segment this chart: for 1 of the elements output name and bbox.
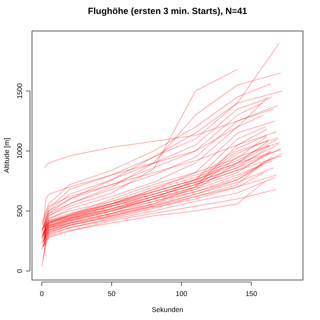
chart-title: Flughöhe (ersten 3 min. Starts), N=41 [88, 6, 248, 16]
